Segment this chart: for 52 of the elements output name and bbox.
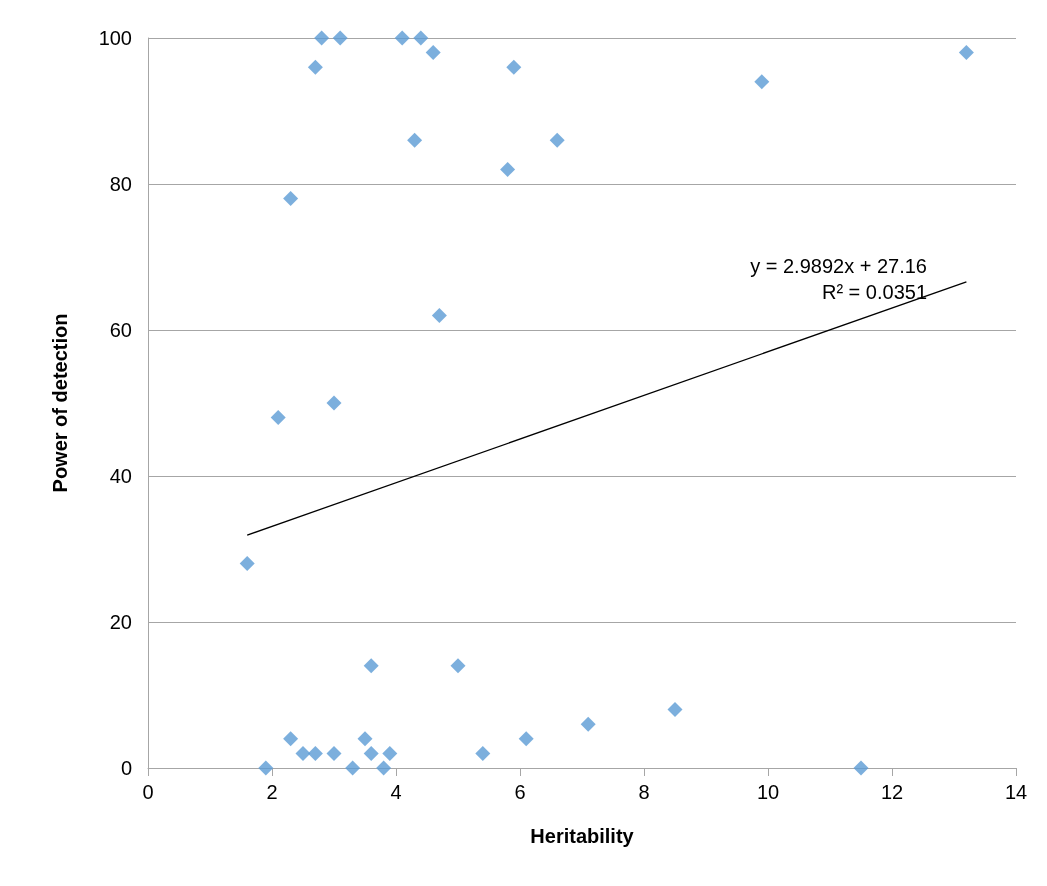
- point: [326, 745, 342, 761]
- y-axis-title: Power of detection: [49, 313, 71, 493]
- point: [425, 45, 441, 61]
- point: [518, 731, 534, 747]
- point: [754, 74, 770, 90]
- x-tick-label: 4: [390, 781, 402, 803]
- point: [307, 745, 323, 761]
- point: [357, 731, 373, 747]
- point: [258, 760, 274, 776]
- x-tick-label: 10: [756, 781, 780, 803]
- point: [326, 395, 342, 411]
- x-tick-label: 8: [638, 781, 650, 803]
- point: [549, 132, 565, 148]
- x-tick-label: 0: [142, 781, 154, 803]
- point: [413, 30, 429, 46]
- point: [314, 30, 330, 46]
- point: [853, 760, 869, 776]
- y-tick-label: 60: [109, 319, 132, 341]
- x-tick-label: 6: [514, 781, 526, 803]
- point: [394, 30, 410, 46]
- y-tick-label: 100: [98, 27, 132, 49]
- point: [506, 59, 522, 75]
- point: [363, 658, 379, 674]
- point: [958, 45, 974, 61]
- point: [295, 745, 311, 761]
- x-tick-label: 14: [1004, 781, 1028, 803]
- point: [407, 132, 423, 148]
- point: [382, 745, 398, 761]
- point: [283, 191, 299, 207]
- x-tick-label: 2: [266, 781, 278, 803]
- point: [307, 59, 323, 75]
- y-tick-label: 20: [109, 611, 132, 633]
- y-tick-label: 40: [109, 465, 132, 487]
- annotation: R² = 0.0351: [821, 281, 927, 303]
- point: [270, 410, 286, 426]
- y-tick-label: 80: [109, 173, 132, 195]
- point: [475, 745, 491, 761]
- x-axis-title: Heritability: [530, 825, 635, 847]
- point: [332, 30, 348, 46]
- point: [500, 161, 516, 177]
- point: [580, 716, 596, 732]
- point: [667, 702, 683, 718]
- point: [283, 731, 299, 747]
- point: [450, 658, 466, 674]
- annotation: y = 2.9892x + 27.16: [750, 255, 927, 277]
- y-tick-label: 0: [120, 757, 132, 779]
- point: [376, 760, 392, 776]
- point: [363, 745, 379, 761]
- point: [431, 307, 447, 323]
- point: [345, 760, 361, 776]
- x-tick-label: 12: [880, 781, 904, 803]
- point: [239, 556, 255, 572]
